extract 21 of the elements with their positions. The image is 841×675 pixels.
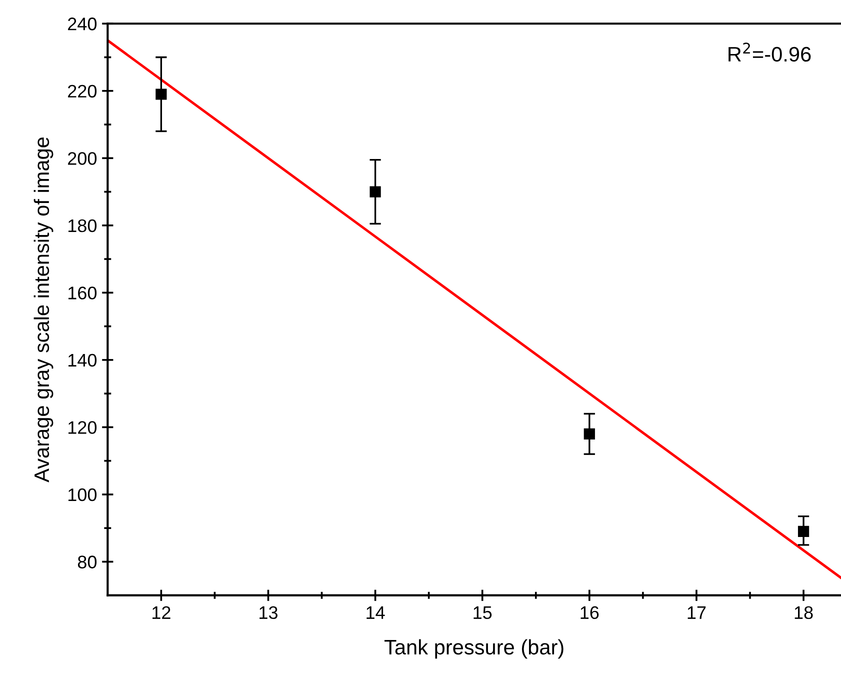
x-tick-label: 16 (580, 606, 599, 620)
x-tick-label: 18 (794, 606, 813, 620)
x-tick-label: 12 (152, 606, 170, 619)
x-tick-label: 14 (366, 606, 385, 619)
y-tick-label: 240 (68, 18, 97, 30)
y-tick-label: 220 (68, 84, 97, 98)
x-tick-label: 13 (260, 606, 278, 620)
y-tick-label: 180 (68, 219, 97, 232)
y-tick-label: 100 (68, 488, 97, 502)
y-tick-label: 200 (68, 152, 97, 165)
y-tick-label: 80 (78, 556, 97, 568)
x-tick-label: 15 (474, 606, 492, 620)
annotation: R$^{2}$=-0.96 (728, 42, 811, 62)
y-tick-label: 160 (68, 286, 97, 300)
point (370, 186, 381, 198)
point (156, 88, 167, 100)
x-axis-title: Tank pressure (bar) (384, 639, 564, 659)
y-axis-title: Avarage gray scale intensity of image (34, 137, 54, 482)
y-tick-label: 140 (68, 354, 97, 367)
y-tick-label: 120 (68, 421, 97, 434)
x-tick-label: 17 (688, 606, 706, 619)
